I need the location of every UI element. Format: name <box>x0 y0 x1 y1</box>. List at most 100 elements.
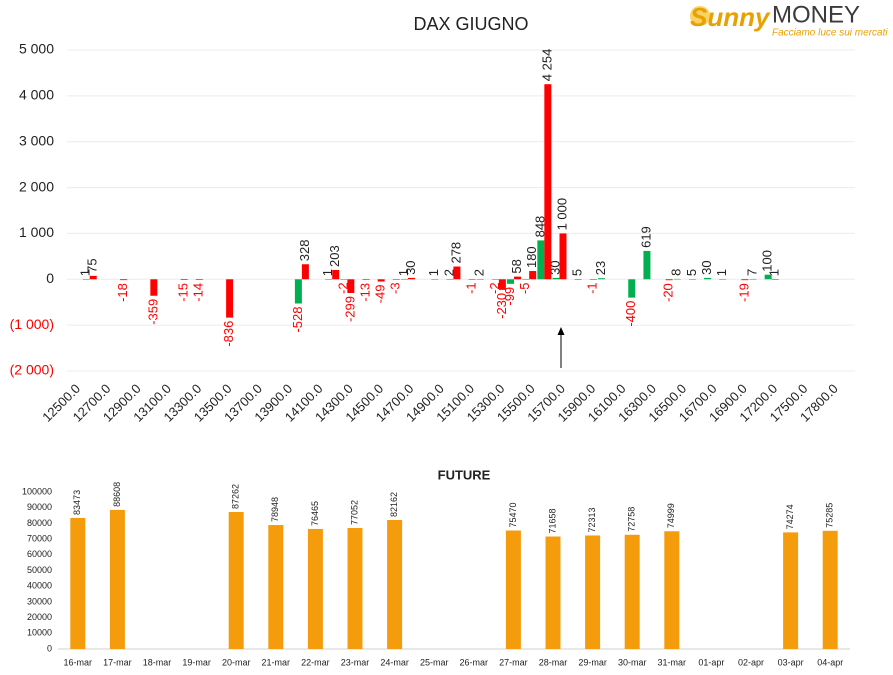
arrow-head <box>557 327 565 335</box>
bar <box>764 274 772 280</box>
bar <box>704 277 712 280</box>
y-tick-label: 60000 <box>27 549 52 559</box>
bar <box>505 530 521 649</box>
bar <box>362 279 370 280</box>
y-tick-label: 4 000 <box>19 87 54 103</box>
bar <box>453 266 461 280</box>
data-label: -18 <box>115 283 130 302</box>
bar <box>741 279 749 281</box>
data-label: 1 <box>320 269 335 276</box>
data-label: 71658 <box>547 508 557 533</box>
bar <box>268 525 284 649</box>
data-label: 1 000 <box>554 198 569 231</box>
x-tick-label: 26-mar <box>460 657 489 667</box>
x-tick-label: 31-mar <box>658 657 687 667</box>
x-tick-label: 23-mar <box>341 657 370 667</box>
bar <box>822 530 838 649</box>
data-label: 1 <box>426 269 441 276</box>
bar <box>70 517 86 649</box>
data-label: -359 <box>145 299 160 325</box>
arrow <box>557 327 565 368</box>
y-tick-label: 20000 <box>27 612 52 622</box>
data-label: 8 <box>669 269 684 276</box>
data-label: -1 <box>585 282 600 294</box>
data-label: 2 <box>441 269 456 276</box>
y-tick-label: 40000 <box>27 581 52 591</box>
bar <box>749 278 757 280</box>
data-label: 75285 <box>825 503 835 528</box>
bar <box>597 278 605 280</box>
bar <box>664 531 680 649</box>
data-label: 203 <box>327 245 342 267</box>
bar <box>529 271 537 280</box>
logo-sun <box>690 6 710 26</box>
data-label: 88608 <box>112 482 122 507</box>
y-tick-label: 30000 <box>27 596 52 606</box>
data-label: 180 <box>524 246 539 268</box>
bar <box>468 279 476 280</box>
data-label: 76465 <box>310 501 320 526</box>
bar <box>771 279 779 280</box>
logo-name: Sunny <box>690 2 771 32</box>
chart-title: DAX GIUGNO <box>413 14 528 34</box>
x-tick-label: 24-mar <box>380 657 409 667</box>
logo-name: MONEY <box>772 1 860 28</box>
y-tick-label: 80000 <box>27 518 52 528</box>
logo-tagline: Facciamo luce sui mercati <box>772 28 888 39</box>
x-tick-label: 25-mar <box>420 657 449 667</box>
bar <box>89 275 97 280</box>
bar <box>585 535 601 649</box>
bar <box>120 279 128 281</box>
data-label: -15 <box>176 283 191 302</box>
bar <box>446 279 454 280</box>
data-label: 30 <box>403 260 418 274</box>
bar <box>643 250 651 280</box>
data-label: 5 <box>684 269 699 276</box>
bar <box>498 279 506 290</box>
logo: Sunny MONEY Facciamo luce sui mercati <box>690 1 888 39</box>
data-label: 2 <box>472 269 487 276</box>
data-label: 72758 <box>627 507 637 532</box>
data-label: -400 <box>623 301 638 327</box>
bar <box>347 528 363 649</box>
data-label: 7 <box>744 269 759 276</box>
data-label: 1 <box>78 269 93 276</box>
data-label: 1 <box>714 269 729 276</box>
x-tick-label: 30-mar <box>618 657 647 667</box>
bar <box>392 279 400 280</box>
bar <box>589 279 597 280</box>
bar <box>688 279 696 280</box>
bar <box>507 279 515 284</box>
x-tick-label: 28-mar <box>539 657 568 667</box>
bar <box>719 279 727 280</box>
bar <box>400 279 408 280</box>
data-label: 78948 <box>270 497 280 522</box>
bar <box>431 279 439 280</box>
data-label: 75470 <box>508 502 518 527</box>
bar <box>109 509 125 649</box>
x-tick-label: 18-mar <box>143 657 172 667</box>
bar <box>544 84 552 280</box>
data-label: 100 <box>760 250 775 272</box>
bar <box>545 536 561 649</box>
bar <box>307 528 323 649</box>
data-label: 328 <box>297 240 312 262</box>
bar <box>150 279 158 296</box>
y-tick-label: 0 <box>46 270 54 286</box>
x-tick-label: 19-mar <box>182 657 211 667</box>
data-label: 278 <box>448 242 463 264</box>
bar <box>628 279 636 298</box>
x-tick-label: 02-apr <box>738 657 764 667</box>
y-tick-label: 50000 <box>27 565 52 575</box>
data-label: 4 254 <box>539 49 554 82</box>
x-tick-label: 20-mar <box>222 657 251 667</box>
bar <box>82 279 90 280</box>
data-label: -49 <box>373 285 388 304</box>
bar <box>537 240 545 280</box>
x-tick-label: 04-apr <box>817 657 843 667</box>
data-label: 72313 <box>587 507 597 532</box>
chart-title: FUTURE <box>438 467 491 482</box>
data-label: 75 <box>85 258 100 272</box>
data-label: -2 <box>335 282 350 294</box>
x-tick-label: 16-mar <box>64 657 93 667</box>
